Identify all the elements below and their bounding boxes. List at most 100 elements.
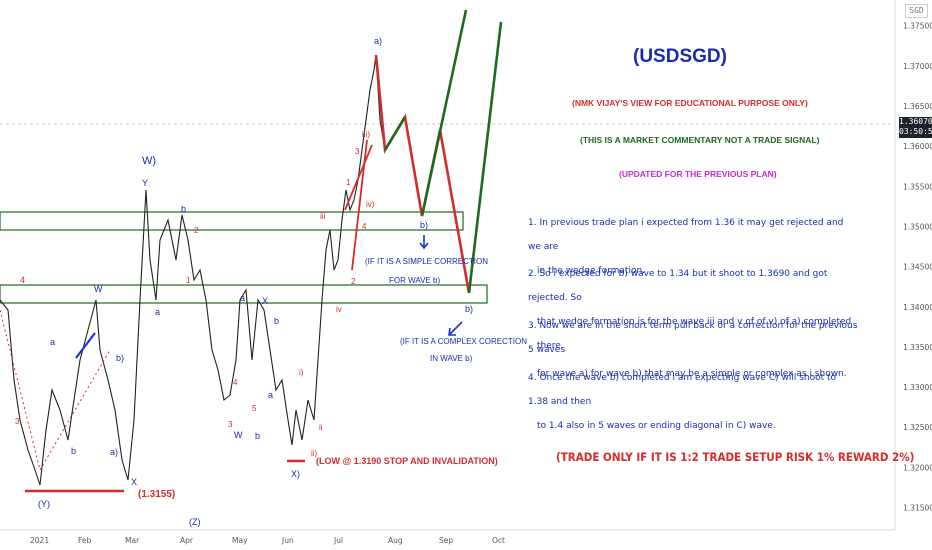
annot-simple: (IF IT IS A SIMPLE CORRECTION [365, 257, 488, 266]
wave-label-2b: 2 [351, 277, 356, 286]
y-tick-label: 1.36000 [903, 142, 932, 151]
x-tick-label: Sep [439, 536, 453, 545]
y-tick-label: 1.34500 [903, 263, 932, 272]
wedge-line-1 [351, 139, 368, 271]
point-1-line-a: 1. In previous trade plan i expected fro… [528, 218, 844, 252]
point-3-line-a: 3. Now we are in the short term pull bac… [528, 321, 858, 355]
annot-1-3155: (1.3155) [138, 489, 176, 500]
point-2: 2. So i expected for b) wave to 1.34 but… [528, 262, 858, 358]
point-3: 3. Now we are in the short term pull bac… [528, 314, 858, 386]
wave-label-W3: W [234, 430, 243, 440]
point-1-line-b: in the wedge formation. [537, 266, 646, 276]
wave-label-4b: 4 [233, 378, 238, 387]
wave-label-3c: 3 [355, 147, 360, 156]
wave-label-a-top: a) [374, 36, 383, 46]
wave-label-Y-paren: (Y) [38, 499, 50, 509]
projection-green-simple [420, 9, 468, 217]
x-axis: 2021 Feb Mar Apr May Jun Jul Aug Sep Oct [30, 536, 505, 545]
wave-label-b3: b [274, 316, 280, 326]
wave-label-4c: 4 [362, 222, 367, 231]
wave-label-b-simple: b) [420, 220, 429, 230]
wave-label-b2: b [71, 446, 77, 456]
x-tick-label: Oct [492, 536, 505, 545]
wave-label-b-complex: b) [465, 304, 474, 314]
point-1: 1. In previous trade plan i expected fro… [528, 211, 858, 283]
x-tick-label: Apr [180, 536, 194, 545]
y-tick-label: 1.35500 [903, 182, 932, 191]
wave-label-a2: a [50, 337, 56, 347]
wave-label-a-paren: a) [110, 447, 119, 457]
wave-label-5: 5 [252, 404, 257, 413]
blue-trend-line [75, 332, 96, 359]
y-tick-label: 1.37500 [903, 22, 932, 31]
wave-label-ii: ii [319, 423, 323, 432]
annot-simple-2: FOR WAVE b) [389, 276, 441, 285]
wave-label-X-paren: X) [291, 469, 300, 479]
x-tick-label: May [232, 536, 248, 545]
y-tick-label: 1.34000 [903, 303, 932, 312]
wave-label-2a: 2 [194, 226, 199, 235]
wave-label-1a: 1 [186, 276, 191, 285]
countdown-value: 03:50:57 [899, 127, 932, 136]
wave-label-b1: b [181, 204, 187, 214]
wave-label-Z: (Z) [189, 517, 201, 527]
wave-label-Y: Y [142, 178, 149, 188]
y-axis: 1.31500 1.32000 1.32500 1.33000 1.33500 1.340… [903, 22, 932, 513]
wave-label-W: W) [142, 155, 157, 167]
wave-label-b-paren: b) [116, 353, 125, 363]
projection-green-complex [467, 21, 503, 294]
wave-label-4: 4 [20, 275, 26, 285]
x-tick-label: Feb [78, 536, 92, 545]
annot-low-3190: (LOW @ 1.3190 STOP AND INVALIDATION) [316, 456, 498, 466]
y-tick-label: 1.36500 [903, 102, 932, 111]
note-educational: (NMK VIJAY'S VIEW FOR EDUCATIONAL PURPOS… [572, 98, 808, 108]
wave-label-a4: a [268, 390, 274, 400]
projection-red [374, 54, 471, 294]
y-tick-label: 1.33500 [903, 343, 932, 352]
wave-label-W2: W [94, 284, 103, 294]
last-price-badge: 1.36070 03:50:57 [899, 117, 932, 138]
wave-label-3: 3 [15, 417, 20, 426]
arrow-downleft-icon [448, 321, 463, 336]
x-tick-label: Mar [125, 536, 140, 545]
zone-lower [0, 284, 488, 304]
wave-label-iii-paren: iii) [362, 130, 370, 139]
wave-label-1b: 1 [346, 178, 351, 187]
x-tick-label: Aug [388, 536, 403, 545]
wave-label-X2: X [262, 296, 269, 306]
wave-label-3b: 3 [228, 420, 233, 429]
y-tick-label: 1.37000 [903, 62, 932, 71]
wave-label-b4: b [255, 431, 261, 441]
x-tick-label: 2021 [30, 536, 49, 545]
point-4: 4. Once the wave b) completed i am expec… [528, 366, 858, 438]
last-price-value: 1.36070 [899, 117, 932, 126]
note-commentary: (THIS IS A MARKET COMMENTARY NOT A TRADE… [580, 135, 820, 145]
wave-label-ii-paren: ii) [311, 449, 318, 458]
wave-label-i: i) [299, 368, 304, 377]
y-tick-label: 1.31500 [903, 504, 932, 513]
x-tick-label: Jun [281, 536, 294, 545]
annot-complex-2: IN WAVE b) [430, 354, 473, 363]
y-tick-label: 1.33000 [903, 383, 932, 392]
wave-label-iii: iii [320, 212, 326, 221]
y-tick-label: 1.35000 [903, 222, 932, 231]
wave-label-a3: a [240, 293, 246, 303]
price-series [0, 54, 386, 486]
point-3-line-b: for wave a) for wave b) that may be a si… [537, 369, 847, 379]
wave-label-iv-paren: iv) [366, 200, 375, 209]
annot-complex: (IF IT IS A COMPLEX CORECTION [400, 337, 527, 346]
note-updated: (UPDATED FOR THE PREVIOUS PLAN) [619, 169, 777, 179]
wave-label-a1: a [155, 307, 161, 317]
y-tick-label: 1.32500 [903, 423, 932, 432]
arrow-down-icon [419, 235, 429, 250]
risk-note: (TRADE ONLY IF IT IS 1:2 TRADE SETUP RIS… [556, 450, 915, 464]
currency-badge[interactable]: SGD [905, 4, 928, 18]
point-4-line-b: to 1.4 also in 5 waves or ending diagona… [537, 421, 776, 431]
point-4-line-a: 4. Once the wave b) completed i am expec… [528, 373, 837, 407]
wave-label-iv: iv [336, 305, 342, 314]
wedge-line-2 [344, 144, 373, 211]
point-2-line-a: 2. So i expected for b) wave to 1.34 but… [528, 269, 828, 303]
y-tick-label: 1.32000 [903, 463, 932, 472]
page-title: (USDSGD) [633, 46, 727, 67]
